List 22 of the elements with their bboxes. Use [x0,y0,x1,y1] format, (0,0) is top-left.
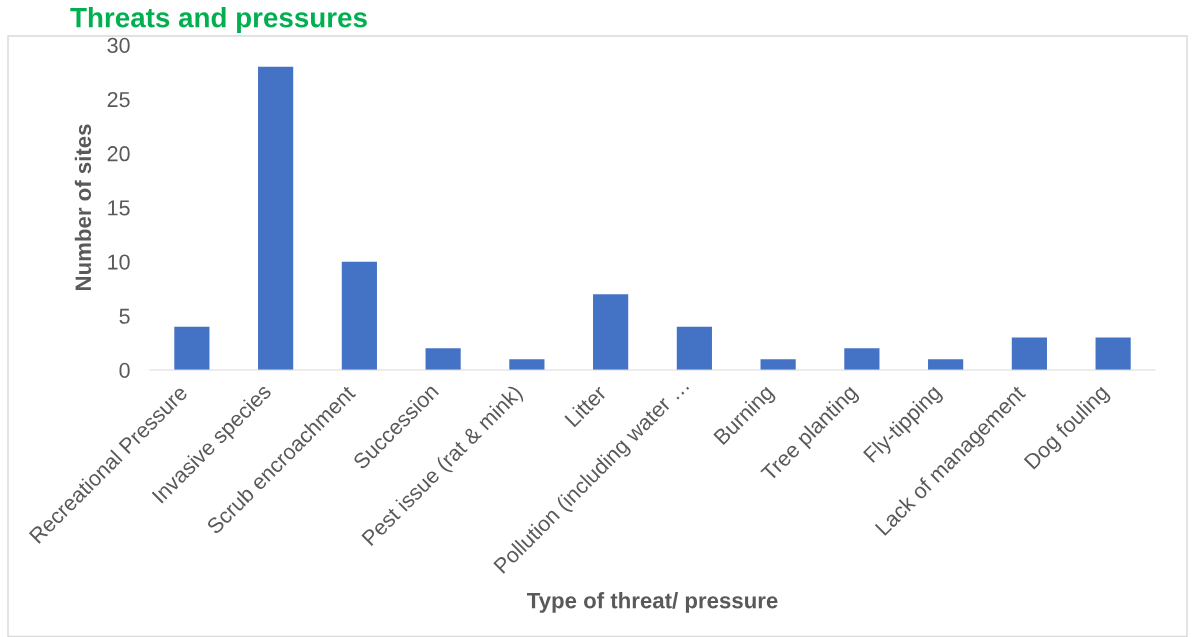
bar [844,348,880,370]
bar [425,348,461,370]
bar [928,359,964,370]
bar [1095,337,1131,370]
chart-title: Threats and pressures [70,7,367,33]
bar [509,359,545,370]
bar [676,326,712,370]
y-axis-title: Number of sites [74,124,92,290]
y-tick-label: 20 [107,146,130,162]
bar [258,66,294,370]
y-tick-label: 5 [119,308,130,324]
x-axis-title: Type of threat/ pressure [527,592,778,613]
y-tick-label: 10 [108,254,130,270]
y-tick-label: 25 [107,91,130,108]
y-tick-label: 30 [107,37,130,54]
bar [593,294,629,370]
y-tick-label: 15 [108,200,130,216]
bar [341,261,377,370]
bar [760,359,796,370]
bar [1011,337,1047,370]
y-tick-label: 0 [119,362,130,379]
bar [174,326,210,370]
